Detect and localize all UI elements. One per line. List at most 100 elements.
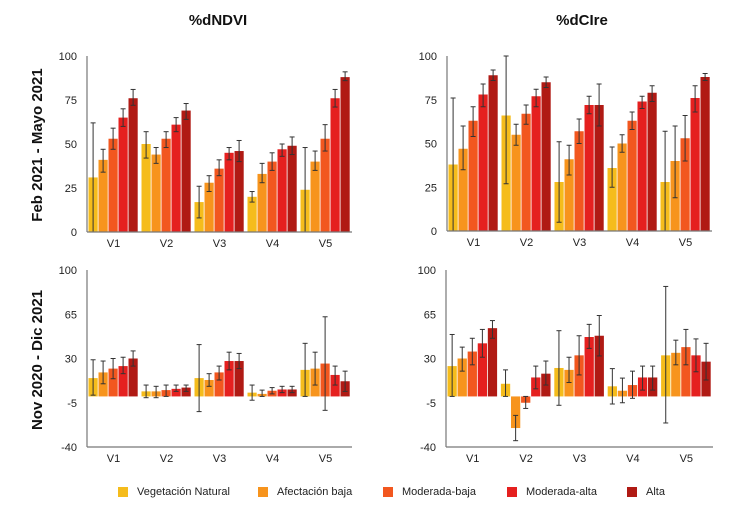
column-title-ndvi: %dNDVI [189,12,247,29]
bar-v4-series-5 [647,92,657,231]
bar-v1-series-2 [98,159,108,232]
bar-v4-series-4 [277,149,287,232]
x-tick-label: V2 [520,237,533,249]
x-tick-label: V4 [626,237,639,249]
bar-v4-series-2 [617,143,627,231]
bar-v1-series-2 [457,358,467,397]
y-tick-label: 100 [59,51,77,63]
chart-panel-1: 0 25 50 75 100 V1 V2 V3 V4 V5 [59,51,352,250]
x-tick-label: V3 [573,237,586,249]
bar-v1-series-3 [467,351,477,397]
y-tick-label: 30 [65,354,77,366]
bar-v1-series-5 [487,328,498,397]
bar-v5-series-3 [320,138,330,232]
bar-v3-series-2 [564,159,574,231]
bar-v5-series-4 [330,98,340,233]
legend-item-alta: Alta [627,484,665,500]
legend: Vegetación Natural Afectación baja Moder… [0,484,732,500]
y-tick-label: 100 [419,51,437,63]
bar-v3-series-4 [584,105,594,231]
bar-v1-series-3 [108,138,118,232]
legend-label: Alta [646,486,665,498]
y-tick-label: 75 [65,95,77,107]
bar-v5-series-4 [330,374,340,397]
x-tick-label: V2 [519,453,532,465]
legend-item-moderada-alta: Moderada-alta [507,484,597,500]
y-tick-label: 100 [59,265,77,277]
bar-v1-series-3 [468,120,478,231]
legend-label: Afectación baja [277,486,353,498]
bar-v4-series-4 [637,101,647,231]
bar-v2-series-1 [141,144,151,232]
bar-v5-series-3 [680,138,690,231]
bar-v3-series-2 [564,369,574,397]
bar-v3-series-4 [584,337,594,397]
x-tick-label: V5 [680,453,693,465]
bar-v4-series-3 [627,120,637,231]
y-tick-label: 0 [71,227,77,239]
bar-v5-series-2 [310,161,320,232]
bar-v3-series-3 [574,355,584,397]
bar-v3-series-5 [594,105,604,231]
bar-v3-series-4 [224,361,234,397]
bar-v4-series-3 [267,161,277,232]
x-tick-label: V3 [213,238,226,250]
legend-swatch [258,487,268,497]
bar-v1-series-2 [458,148,468,231]
bar-v3-series-2 [204,182,214,232]
legend-label: Vegetación Natural [137,486,230,498]
bar-v1-series-4 [118,117,128,232]
bar-v2-series-3 [521,113,531,231]
bar-v5-series-5 [700,77,710,231]
bar-v4-series-1 [247,196,257,232]
y-tick-label: 65 [65,309,77,321]
bar-v1-series-4 [118,366,128,397]
bar-v3-series-5 [594,335,604,397]
x-tick-label: V1 [107,238,120,250]
bar-v3-series-3 [574,131,584,231]
legend-item-moderada-baja: Moderada-baja [383,484,476,500]
bar-v3-series-3 [214,372,224,397]
bar-v2-series-2 [511,134,521,231]
bar-v2-series-5 [181,387,191,397]
x-tick-label: V1 [466,453,479,465]
x-tick-label: V4 [266,238,279,250]
x-tick-label: V3 [573,453,586,465]
bar-v3-series-2 [204,379,214,397]
chart-panel-2: 0 25 50 75 100 V1 V2 V3 V4 V5 [419,51,712,249]
x-tick-label: V5 [319,453,332,465]
bar-v4-series-2 [257,173,267,232]
x-tick-label: V5 [319,238,332,250]
chart-panel-4: -40 -5 30 65 100 V1 V2 V3 V4 V5 [418,265,713,465]
row-label-nov2020-dic2021: Nov 2020 - Dic 2021 [29,290,46,430]
bar-v4-series-5 [287,145,297,232]
legend-swatch [118,487,128,497]
bar-v1-series-5 [128,358,138,397]
x-tick-label: V1 [107,453,120,465]
legend-item-afectacion-baja: Afectación baja [258,484,352,500]
bar-v5-series-3 [681,347,691,397]
x-tick-label: V2 [160,238,173,250]
x-tick-label: V3 [213,453,226,465]
bar-v1-series-4 [477,343,488,397]
y-tick-label: -5 [426,398,436,410]
y-tick-label: 75 [425,95,437,107]
row-label-feb-mayo-2021: Feb 2021 - Mayo 2021 [29,68,46,221]
bar-v2-series-3 [161,138,171,232]
bar-v1-series-5 [488,75,498,231]
bar-v5-series-4 [690,98,700,231]
bar-v2-series-4 [531,96,541,231]
legend-swatch [383,487,393,497]
y-tick-label: 50 [65,139,77,151]
y-tick-label: 25 [65,183,77,195]
legend-swatch [627,487,637,497]
x-tick-label: V5 [679,237,692,249]
bar-v1-series-4 [478,94,488,231]
bar-v1-series-3 [108,368,118,397]
bar-v3-series-5 [234,151,244,232]
legend-swatch [507,487,517,497]
bar-v3-series-4 [224,152,234,232]
bar-v1-series-2 [98,372,108,397]
bar-v2-series-5 [181,110,191,232]
